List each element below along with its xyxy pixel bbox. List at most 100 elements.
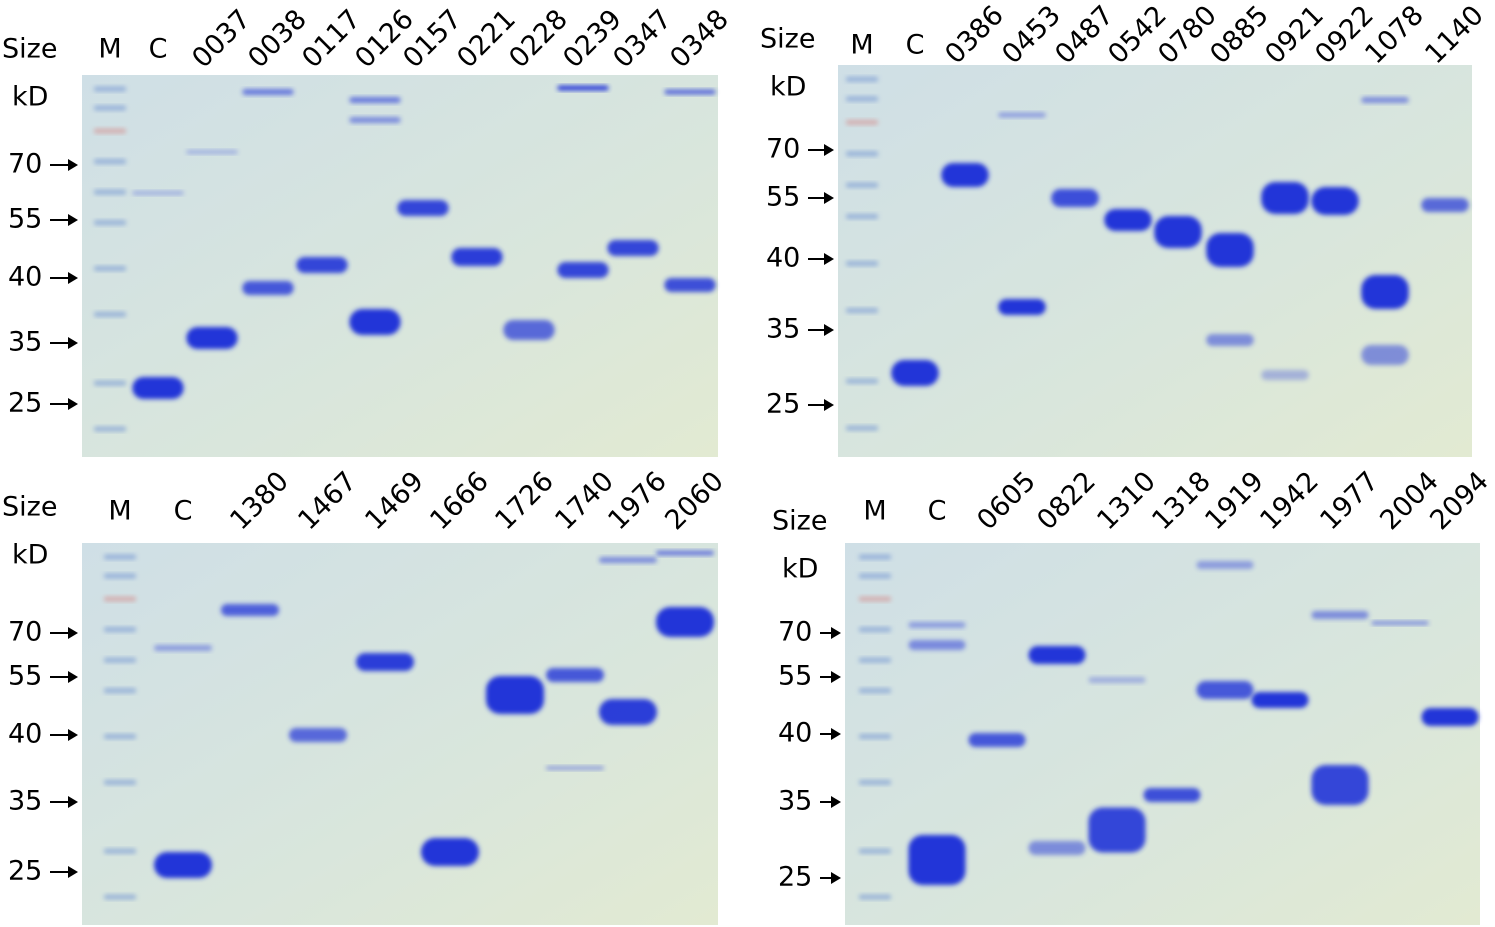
protein-band <box>891 360 939 386</box>
ladder-band <box>846 425 878 431</box>
protein-band <box>421 838 479 866</box>
ladder-band <box>846 308 878 314</box>
ladder-band <box>859 894 891 900</box>
marker-label: 70 <box>766 134 800 165</box>
marker-label: 35 <box>766 314 800 345</box>
lane-label: M <box>108 496 131 527</box>
ladder-band <box>104 894 136 900</box>
marker-label: 35 <box>8 786 42 817</box>
protein-band <box>557 262 609 278</box>
marker-arrowhead <box>824 144 834 156</box>
lane-label: 1380 <box>224 466 295 537</box>
marker-arrowhead <box>68 337 78 349</box>
protein-band <box>998 299 1046 315</box>
lane-label: 0117 <box>296 4 367 75</box>
marker-label: 40 <box>8 262 42 293</box>
ladder-band <box>94 220 126 226</box>
lane-label: 0347 <box>607 4 678 75</box>
ladder-band <box>94 311 126 317</box>
unit-label: kD <box>12 540 48 571</box>
protein-band <box>1206 334 1254 346</box>
lane-label: 1078 <box>1359 0 1430 70</box>
lane-label: C <box>174 496 193 527</box>
protein-band <box>503 320 555 340</box>
protein-band <box>941 163 989 187</box>
protein-band <box>656 607 714 637</box>
ladder-band <box>94 426 126 432</box>
protein-band <box>656 550 714 556</box>
size-label: Size <box>772 506 827 537</box>
marker-arrowhead <box>824 192 834 204</box>
protein-band <box>349 309 401 335</box>
marker-arrowhead <box>68 796 78 808</box>
marker-arrowhead <box>68 729 78 741</box>
lane-label: 0822 <box>1031 466 1102 537</box>
lane-label: 1726 <box>489 466 560 537</box>
lane-label: M <box>98 34 121 65</box>
marker-label: 25 <box>8 388 42 419</box>
protein-band <box>349 97 401 103</box>
protein-band <box>557 85 609 91</box>
ladder-band <box>859 627 891 633</box>
lane-label: 0221 <box>451 4 522 75</box>
marker-arrowhead <box>831 796 841 808</box>
marker-arrowhead <box>831 728 841 740</box>
marker-label: 40 <box>766 243 800 274</box>
ladder-band <box>94 128 126 134</box>
size-label: Size <box>2 34 57 65</box>
ladder-band <box>94 266 126 271</box>
ladder-band <box>859 734 891 739</box>
lane-label: 1666 <box>424 466 495 537</box>
marker-arrowhead <box>831 627 841 639</box>
lane-label: C <box>928 496 947 527</box>
unit-label: kD <box>770 72 806 103</box>
marker-arrowhead <box>831 872 841 884</box>
ladder-band <box>94 86 126 92</box>
protein-band <box>908 640 966 650</box>
protein-band <box>546 668 604 682</box>
marker-arrowhead <box>824 253 834 265</box>
protein-band <box>908 622 966 628</box>
protein-band <box>451 248 503 266</box>
ladder-band <box>846 261 878 266</box>
lane-label: 0921 <box>1259 0 1330 70</box>
ladder-band <box>94 380 126 386</box>
marker-label: 55 <box>8 661 42 692</box>
protein-band <box>132 377 184 399</box>
ladder-band <box>859 848 891 854</box>
protein-band <box>1196 561 1254 569</box>
marker-label: 40 <box>778 718 812 749</box>
protein-band <box>1371 621 1429 625</box>
marker-arrowhead <box>824 399 834 411</box>
lane-label: 0605 <box>971 466 1042 537</box>
protein-band <box>1251 692 1309 708</box>
ladder-band <box>104 848 136 854</box>
marker-label: 70 <box>8 149 42 180</box>
lane-label: 1469 <box>359 466 430 537</box>
lane-label: 0386 <box>939 0 1010 70</box>
lane-label: 0453 <box>996 0 1067 70</box>
lane-label: 1977 <box>1314 466 1385 537</box>
marker-arrowhead <box>68 398 78 410</box>
ladder-band <box>104 779 136 785</box>
ladder-band <box>104 554 136 560</box>
lane-label: C <box>906 30 925 61</box>
lane-label: 1740 <box>549 466 620 537</box>
unit-label: kD <box>782 554 818 585</box>
size-label: Size <box>760 24 815 55</box>
marker-label: 25 <box>8 856 42 887</box>
protein-band <box>1051 189 1099 207</box>
protein-band <box>1421 198 1469 212</box>
protein-band <box>998 112 1046 118</box>
protein-band <box>1028 841 1086 855</box>
protein-band <box>1196 681 1254 699</box>
protein-band <box>242 89 294 95</box>
protein-band <box>154 852 212 878</box>
lane-label: 1919 <box>1199 466 1270 537</box>
protein-band <box>1311 187 1359 215</box>
ladder-band <box>859 573 891 579</box>
protein-band <box>186 327 238 349</box>
marker-arrowhead <box>824 324 834 336</box>
